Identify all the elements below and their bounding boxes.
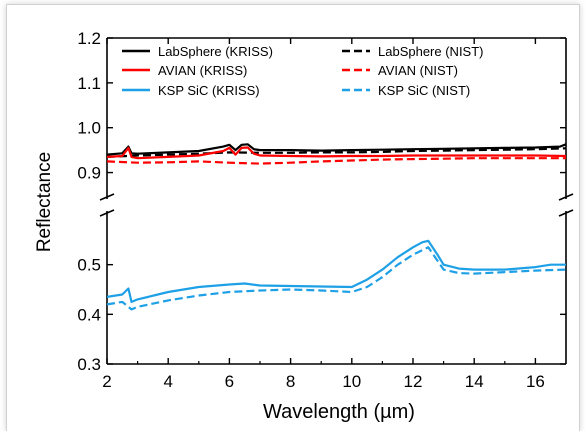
series-line-3	[107, 157, 566, 165]
x-tick-label: 16	[526, 372, 545, 391]
x-tick-label: 4	[163, 372, 172, 391]
x-tick-label: 2	[102, 372, 111, 391]
y-tick-label: 1.1	[77, 74, 101, 93]
y-axis-label: Reflectance	[34, 152, 55, 252]
y-tick-label: 0.4	[77, 305, 101, 324]
figure-border	[6, 4, 580, 431]
legend-label-4: KSP SiC (KRISS)	[158, 83, 260, 98]
y-tick-label: 0.5	[77, 256, 101, 275]
y-tick-label: 1.2	[77, 29, 101, 48]
series-lower-group	[107, 239, 566, 311]
series-upper-group	[107, 143, 566, 165]
legend-label-2: AVIAN (KRISS)	[158, 63, 247, 78]
series-line-2	[107, 146, 566, 160]
y-tick-label: 0.3	[77, 355, 101, 374]
plot-frame	[106, 37, 567, 365]
legend-label-0: LabSphere (KRISS)	[158, 44, 273, 59]
series-line-4	[107, 239, 566, 303]
series-line-5	[107, 246, 566, 311]
series-line-1	[107, 147, 566, 158]
y-tick-label: 0.9	[77, 164, 101, 183]
y-axis-ticks: 0.9 1.0 1.1 1.2 0.3 0.4 0.5	[77, 29, 566, 374]
break-mark-right-b	[558, 209, 574, 217]
break-mark-right-a	[558, 193, 574, 201]
y-tick-label: 1.0	[77, 119, 101, 138]
x-tick-label: 8	[286, 372, 295, 391]
legend-label-3: AVIAN (NIST)	[378, 63, 458, 78]
x-tick-label: 6	[225, 372, 234, 391]
x-tick-label: 10	[342, 372, 361, 391]
break-mark-left-b	[99, 209, 115, 217]
axis-break-marks	[99, 193, 574, 217]
legend-label-5: KSP SiC (NIST)	[378, 83, 470, 98]
break-mark-left-a	[99, 193, 115, 201]
legend-label-1: LabSphere (NIST)	[378, 44, 484, 59]
x-tick-label: 12	[404, 372, 423, 391]
x-axis-label: Wavelength (µm)	[263, 401, 415, 423]
x-axis-ticks: 2 4 6 8 10 12 14 16	[102, 38, 545, 391]
series-line-0	[107, 143, 566, 156]
legend: LabSphere (KRISS) LabSphere (NIST) AVIAN (…	[122, 44, 484, 98]
x-tick-label: 14	[465, 372, 484, 391]
